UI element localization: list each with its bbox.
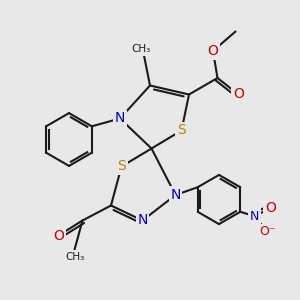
- Text: O: O: [265, 201, 276, 215]
- Text: CH₃: CH₃: [131, 44, 151, 55]
- Text: S: S: [177, 124, 186, 137]
- Text: N: N: [170, 188, 181, 202]
- Text: O: O: [208, 44, 218, 58]
- Text: O⁻: O⁻: [259, 225, 276, 239]
- Text: N: N: [115, 112, 125, 125]
- Text: N: N: [250, 210, 260, 223]
- Text: O: O: [53, 229, 64, 242]
- Text: O: O: [233, 88, 244, 101]
- Text: N: N: [137, 214, 148, 227]
- Text: CH₃: CH₃: [65, 251, 85, 262]
- Text: S: S: [117, 160, 126, 173]
